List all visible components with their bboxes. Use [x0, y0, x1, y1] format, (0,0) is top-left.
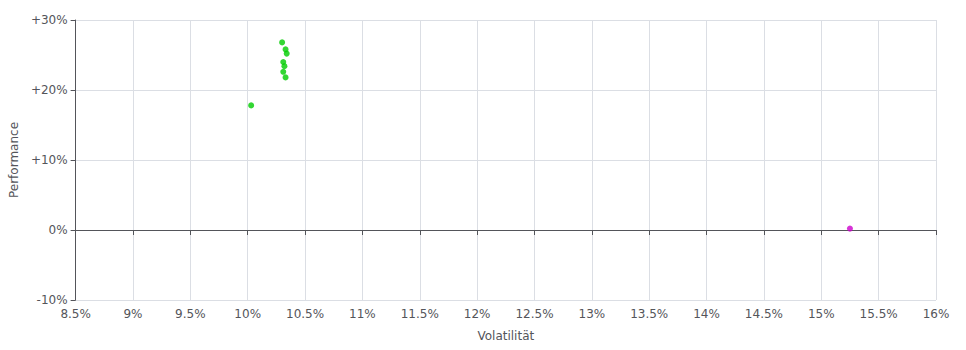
svg-text:13.5%: 13.5%: [630, 307, 668, 321]
svg-text:0%: 0%: [49, 223, 68, 237]
svg-text:11.5%: 11.5%: [401, 307, 439, 321]
svg-text:15.5%: 15.5%: [860, 307, 898, 321]
svg-text:15%: 15%: [808, 307, 835, 321]
svg-text:Performance: Performance: [7, 122, 21, 198]
svg-text:9.5%: 9.5%: [175, 307, 206, 321]
svg-text:11%: 11%: [349, 307, 376, 321]
svg-text:12.5%: 12.5%: [515, 307, 553, 321]
svg-text:13%: 13%: [579, 307, 606, 321]
svg-text:Volatilität: Volatilität: [477, 329, 534, 343]
svg-text:+30%: +30%: [31, 13, 68, 27]
svg-text:-10%: -10%: [37, 293, 68, 307]
svg-text:+10%: +10%: [31, 153, 68, 167]
svg-text:+20%: +20%: [31, 83, 68, 97]
svg-text:9%: 9%: [123, 307, 142, 321]
svg-text:12%: 12%: [464, 307, 491, 321]
svg-text:10%: 10%: [234, 307, 261, 321]
svg-text:10.5%: 10.5%: [286, 307, 324, 321]
svg-text:16%: 16%: [923, 307, 950, 321]
svg-text:14%: 14%: [693, 307, 720, 321]
svg-text:8.5%: 8.5%: [60, 307, 91, 321]
svg-text:14.5%: 14.5%: [745, 307, 783, 321]
